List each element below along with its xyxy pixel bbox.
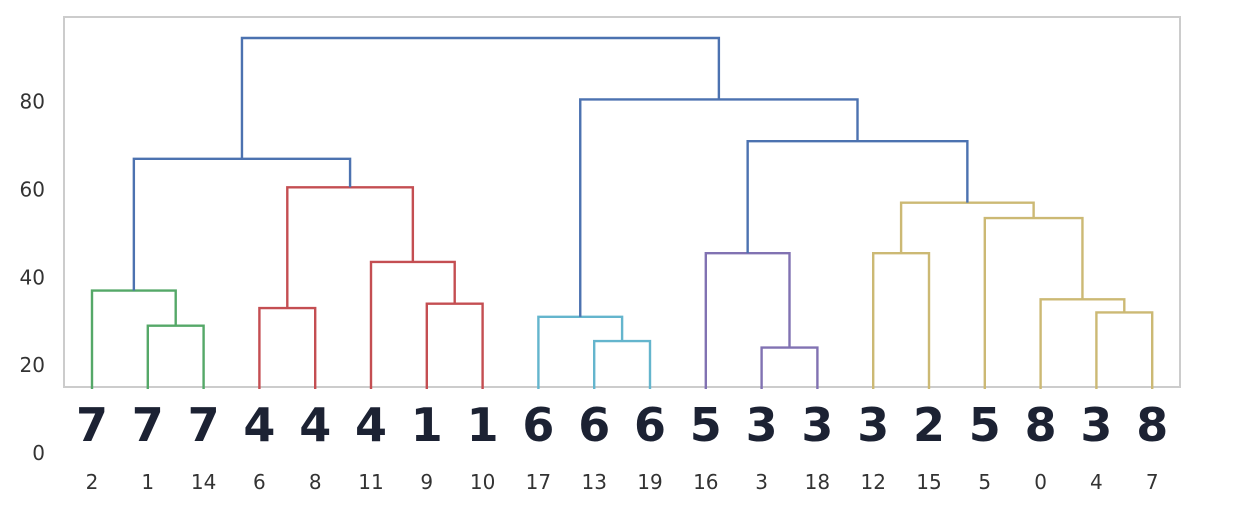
leaf-label: 17 [526, 470, 551, 494]
leaf-digit-image: 5 [690, 398, 722, 452]
leaf-label: 5 [978, 470, 991, 494]
leaf-digit-image: 8 [1025, 398, 1057, 452]
dendrogram-link [537, 315, 624, 389]
y-axis-ticks: 0 20 40 60 80 [20, 90, 45, 465]
dendrogram-link [746, 140, 969, 254]
dendrogram-link [146, 324, 205, 389]
leaf-label: 0 [1034, 470, 1047, 494]
leaf-digit-image: 1 [467, 398, 499, 452]
leaf-label: 4 [1090, 470, 1103, 494]
dendrogram-link [132, 157, 352, 291]
dendrogram-link [872, 251, 931, 389]
leaf-digit-image: 3 [746, 398, 778, 452]
dendrogram-link [425, 302, 484, 389]
leaf-digit-image: 4 [299, 398, 331, 452]
leaf-digit-image: 8 [1136, 398, 1168, 452]
leaf-digit-image: 7 [76, 398, 108, 452]
leaf-digit-image: 6 [634, 398, 666, 452]
leaf-image-strip-background [62, 389, 1182, 459]
leaf-label: 16 [693, 470, 718, 494]
leaf-label: 10 [470, 470, 495, 494]
leaf-digit-image: 5 [969, 398, 1001, 452]
dendrogram-link [1095, 311, 1154, 389]
leaf-digit-image: 4 [243, 398, 275, 452]
dendrogram-links [90, 36, 1154, 389]
leaf-label: 13 [581, 470, 606, 494]
dendrogram-link [593, 339, 652, 389]
y-tick-label: 0 [32, 441, 45, 465]
leaf-label: 1 [141, 470, 154, 494]
leaf-label: 8 [309, 470, 322, 494]
leaf-label: 7 [1146, 470, 1159, 494]
dendrogram-link [579, 98, 859, 317]
plot-frame [63, 16, 1181, 388]
leaf-digit-image: 4 [355, 398, 387, 452]
leaf-digit-image: 3 [857, 398, 889, 452]
leaf-digit-image: 7 [132, 398, 164, 452]
y-tick-label: 40 [20, 265, 45, 289]
leaf-label: 15 [916, 470, 941, 494]
leaf-label: 12 [860, 470, 885, 494]
leaf-labels: 2 1 14 6 8 11 9 10 17 13 19 16 3 18 12 15 5 0 4 7 [86, 470, 1159, 494]
leaf-label: 18 [805, 470, 830, 494]
dendrogram-link [899, 201, 1035, 254]
dendrogram-link [240, 36, 721, 159]
leaf-label: 19 [637, 470, 662, 494]
leaf-label: 3 [755, 470, 768, 494]
y-tick-label: 20 [20, 353, 45, 377]
leaf-digit-image: 1 [411, 398, 443, 452]
y-tick-label: 80 [20, 90, 45, 114]
leaf-digit-image: 3 [801, 398, 833, 452]
dendrogram-link [258, 306, 317, 389]
dendrogram-link [286, 186, 415, 309]
dendrogram-link [90, 289, 177, 389]
leaf-digit-image: 6 [578, 398, 610, 452]
leaf-digit-image: 3 [1080, 398, 1112, 452]
dendrogram-link [760, 346, 819, 389]
leaf-label: 14 [191, 470, 216, 494]
y-tick-label: 60 [20, 178, 45, 202]
leaf-digit-image: 7 [188, 398, 220, 452]
leaf-label: 2 [86, 470, 99, 494]
leaf-label: 9 [420, 470, 433, 494]
leaf-digit-image: 2 [913, 398, 945, 452]
dendrogram-link [369, 260, 456, 389]
dendrogram-link [704, 251, 791, 389]
dendrogram-link [983, 216, 1084, 389]
leaf-label: 6 [253, 470, 266, 494]
leaf-label: 11 [358, 470, 383, 494]
leaf-digit-image: 6 [522, 398, 554, 452]
